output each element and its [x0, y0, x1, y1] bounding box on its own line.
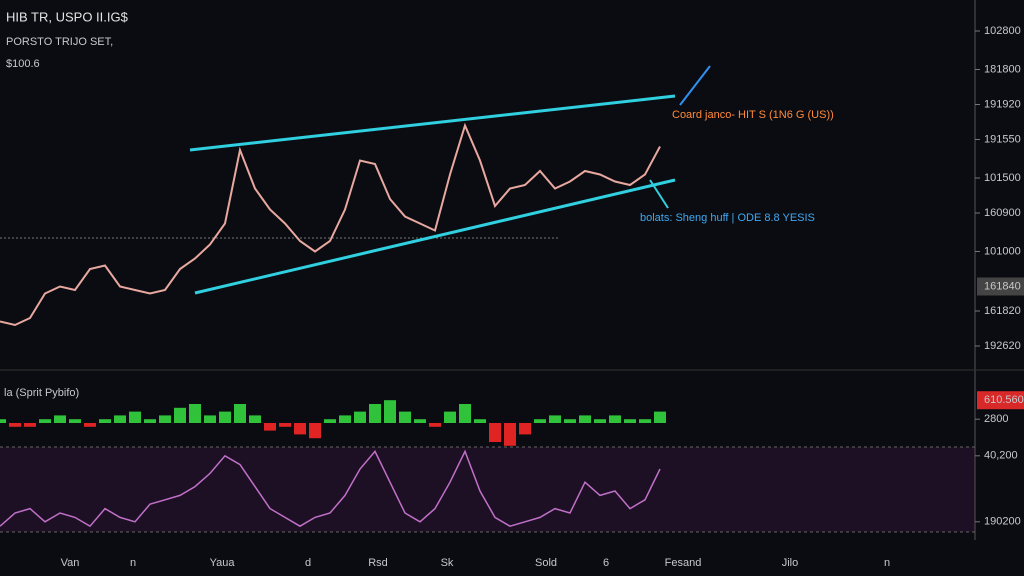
bar	[369, 404, 381, 423]
bar	[339, 415, 351, 423]
bar	[384, 400, 396, 423]
y-tick-label: 610.560	[984, 394, 1024, 406]
bar	[444, 411, 456, 423]
x-tick-label: 6	[603, 557, 609, 569]
bar	[459, 404, 471, 423]
x-tick-label: Fesand	[665, 557, 702, 569]
x-tick-label: n	[130, 557, 136, 569]
bar	[624, 419, 636, 423]
x-tick-label: Van	[61, 557, 80, 569]
bar	[519, 423, 531, 435]
annotation: bolats: Sheng huff | ODE 8.8 YESIS	[640, 212, 815, 224]
bar	[84, 423, 96, 427]
line	[0, 449, 661, 528]
x-tick-label: Jilo	[782, 557, 799, 569]
bar	[129, 411, 141, 423]
y-tick-label: 2800	[984, 413, 1008, 425]
bar	[114, 415, 126, 423]
bar	[549, 415, 561, 423]
bar	[189, 404, 201, 423]
bar	[144, 419, 156, 423]
bar	[639, 419, 651, 423]
bar	[54, 415, 66, 423]
x-tick-label: n	[884, 557, 890, 569]
arrow	[649, 179, 669, 209]
price: $100.6	[6, 58, 40, 70]
y-tick-label: 101500	[984, 172, 1021, 184]
bar	[654, 411, 666, 423]
arrow	[679, 65, 711, 106]
bar	[579, 415, 591, 423]
y-tick-label: 101000	[984, 245, 1021, 257]
y-tick-label: 161820	[984, 305, 1021, 317]
y-tick-label: 192620	[984, 340, 1021, 352]
y-tick-label: 190200	[984, 516, 1021, 528]
bar	[609, 415, 621, 423]
bar	[429, 423, 441, 427]
bar	[309, 423, 321, 439]
bar	[324, 419, 336, 423]
bar	[0, 419, 6, 423]
bar	[24, 423, 36, 427]
y-tick-label: 191550	[984, 133, 1021, 145]
bar	[489, 423, 501, 442]
y-tick-label: 40,200	[984, 450, 1018, 462]
subtitle: PORSTO TRIJO SET,	[6, 36, 113, 48]
bar	[69, 419, 81, 423]
bar	[234, 404, 246, 423]
panel-title: la (Sprit Pybifo)	[4, 387, 79, 399]
bar	[249, 415, 261, 423]
bar	[159, 415, 171, 423]
bar	[279, 423, 291, 427]
x-tick-label: Rsd	[368, 557, 388, 569]
x-tick-label: Yaua	[210, 557, 236, 569]
trend-line	[189, 94, 676, 152]
trend-line	[194, 178, 676, 295]
y-tick-label: 191920	[984, 98, 1021, 110]
bar	[534, 419, 546, 423]
bar	[399, 411, 411, 423]
bar	[99, 419, 111, 423]
annotation: Coard janco- HIT S (1N6 G (US))	[672, 109, 834, 121]
bar	[294, 423, 306, 435]
bar	[204, 415, 216, 423]
bar	[9, 423, 21, 427]
bar	[594, 419, 606, 423]
tick-highlight	[977, 277, 1024, 296]
bar	[39, 419, 51, 423]
oscillator-panel	[0, 447, 975, 532]
y-tick-label: 102800	[984, 25, 1021, 37]
bar	[414, 419, 426, 423]
bar	[354, 411, 366, 423]
y-tick-label: 161840	[984, 280, 1021, 292]
tick-highlight	[977, 391, 1024, 410]
bar	[504, 423, 516, 446]
bar	[264, 423, 276, 431]
bar	[174, 407, 186, 423]
y-tick-label: 160900	[984, 207, 1021, 219]
line	[0, 122, 661, 327]
x-tick-label: Sk	[441, 557, 454, 569]
y-tick-label: 181800	[984, 63, 1021, 75]
bar	[564, 419, 576, 423]
symbol: HIB TR, USPO II.IG$	[6, 9, 129, 24]
x-tick-label: Sold	[535, 557, 557, 569]
bar	[474, 419, 486, 423]
x-tick-label: d	[305, 557, 311, 569]
bar	[219, 411, 231, 423]
